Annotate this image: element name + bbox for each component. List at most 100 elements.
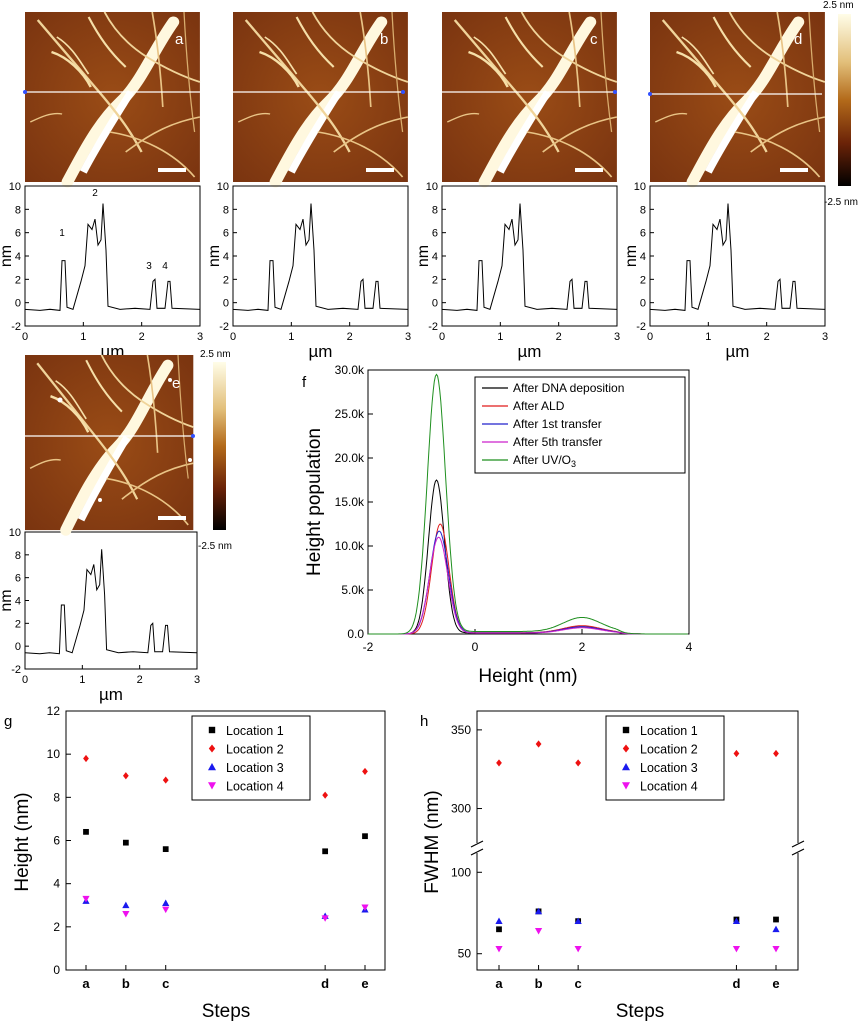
profile-y-label: nm	[0, 589, 15, 611]
profile-y-tick-label: 4	[640, 251, 646, 263]
panel-g-legend-marker	[208, 782, 216, 790]
profile-y-tick-label: 6	[15, 228, 21, 240]
profile-x-label: µm	[309, 342, 333, 361]
profile-y-tick-label: 0	[640, 298, 646, 310]
histogram-series-4	[368, 536, 688, 635]
profile-x-tick-label: 2	[139, 331, 145, 343]
panel-h-point-2	[535, 740, 542, 748]
profile-x-tick-label: 0	[647, 331, 653, 343]
panel-g-point-1	[162, 846, 169, 853]
panel-g-point-2	[162, 776, 169, 784]
legend-items: After DNA deposition After ALD After 1st t…	[482, 381, 624, 469]
panel-h-point-4	[574, 945, 582, 953]
histogram-x-tick-label: 2	[579, 640, 586, 654]
peak-label: 2	[92, 188, 98, 199]
panel-letter-a: a	[175, 31, 184, 48]
profile-line	[24, 548, 198, 655]
peak-label: 3	[146, 261, 152, 272]
panel-g-y-label: Height (nm)	[12, 792, 33, 891]
panel-h-legend-marker	[622, 763, 630, 771]
profile-x-tick-label: 1	[497, 331, 503, 343]
panel-h-axes: 300 350 50 100 a b c d e	[451, 723, 805, 991]
profile-y-tick-label: 10	[634, 181, 646, 193]
profile-x-tick-label: 3	[405, 331, 411, 343]
panel-h-legend-marker	[622, 744, 630, 753]
profile-line	[649, 203, 826, 311]
axis-break-mark-right	[791, 848, 805, 856]
panel-letter-b: b	[380, 31, 388, 48]
panel-g-y-tick-label: 6	[53, 834, 60, 848]
panel-h-legend-label: Location 1	[640, 724, 698, 738]
panel-h-x-tick-label: d	[732, 976, 740, 991]
profile-y-tick-label: 6	[15, 573, 21, 585]
panel-g-points	[82, 754, 369, 922]
profile-x-tick-label: 0	[22, 674, 28, 686]
panel-letter-g: g	[4, 713, 12, 730]
scale-bar	[575, 168, 603, 172]
profile-x-tick-label: 3	[614, 331, 620, 343]
profile-y-tick-label: 8	[640, 204, 646, 216]
axis-break-mark-right	[791, 840, 805, 848]
histogram-y-label: Height population	[304, 428, 325, 576]
axis-break-mark-left	[470, 840, 484, 848]
scale-bar	[366, 168, 394, 172]
profile-y-tick-label: 0	[15, 641, 21, 653]
profile-y-tick-label: 10	[9, 527, 21, 539]
profile-frame	[649, 185, 826, 327]
panel-g-y-tick-label: 4	[53, 877, 60, 891]
profile-x-tick-label: 1	[705, 331, 711, 343]
plot-frame	[476, 710, 799, 971]
panel-h-legend-label: Location 4	[640, 780, 698, 794]
profile-x-label: µm	[518, 342, 542, 361]
panel-h-point-4	[534, 928, 543, 935]
scale-bar	[780, 168, 808, 172]
afm-panel-e: e	[25, 355, 195, 530]
panel-h-point-1	[496, 926, 502, 933]
panel-f-histogram: f 0.0 5.0k 10.0k 15.0k 20.0k 25.0k 30.0k -2 0 2 4…	[302, 363, 693, 687]
profile-x-tick-label: 3	[822, 331, 828, 343]
histogram-x-tick-label: 0	[472, 640, 479, 654]
scale-bar	[158, 168, 186, 172]
panel-g-point-4	[361, 904, 369, 912]
panel-h-legend-marker	[622, 726, 630, 734]
profile-y-label: nm	[206, 245, 223, 267]
panel-h-point-3	[574, 917, 582, 925]
panel-h-point-4	[772, 945, 780, 953]
histogram-x-tick-label: -2	[363, 640, 374, 654]
profile-frame	[24, 531, 198, 670]
histogram-y-tick-label: 30.0k	[335, 363, 365, 377]
histogram-y-tick-label: 15.0k	[335, 495, 365, 509]
panel-h-point-2	[773, 749, 779, 758]
panel-h-point-4	[495, 945, 503, 953]
panel-h-point-3	[534, 907, 543, 915]
panel-g-x-tick-label: d	[321, 976, 329, 991]
panel-g-point-1	[322, 848, 329, 855]
panel-g-legend-label: Location 4	[226, 780, 284, 794]
panel-h-x-label: Steps	[616, 1001, 665, 1022]
panel-g-point-1	[362, 833, 368, 840]
panel-letter-c: c	[590, 31, 598, 48]
axis-break-gap-right	[792, 843, 804, 853]
panel-g-x-tick-label: a	[82, 976, 90, 991]
profile-y-tick-label: -2	[11, 321, 21, 333]
scale-bar	[158, 516, 186, 520]
profile-x-tick-label: 2	[764, 331, 770, 343]
panel-g-point-2	[122, 772, 129, 780]
profile-y-tick-label: 6	[432, 228, 438, 240]
profile-y-tick-label: 4	[432, 251, 438, 263]
histogram-y-tick-label: 5.0k	[341, 583, 365, 597]
profile-y-tick-label: 4	[223, 251, 229, 263]
panel-h-point-3	[495, 917, 503, 925]
profile-y-tick-label: -2	[428, 321, 438, 333]
profile-y-label: nm	[623, 245, 640, 267]
panel-g-legend-marker	[208, 744, 216, 753]
profile-y-tick-label: 2	[15, 274, 21, 286]
profile-frame	[232, 185, 409, 327]
panel-g-point-4	[162, 906, 170, 914]
panel-h-legend-marker	[622, 782, 630, 790]
panel-h-point-2	[575, 759, 582, 767]
axis-break-mark-left	[470, 848, 484, 856]
